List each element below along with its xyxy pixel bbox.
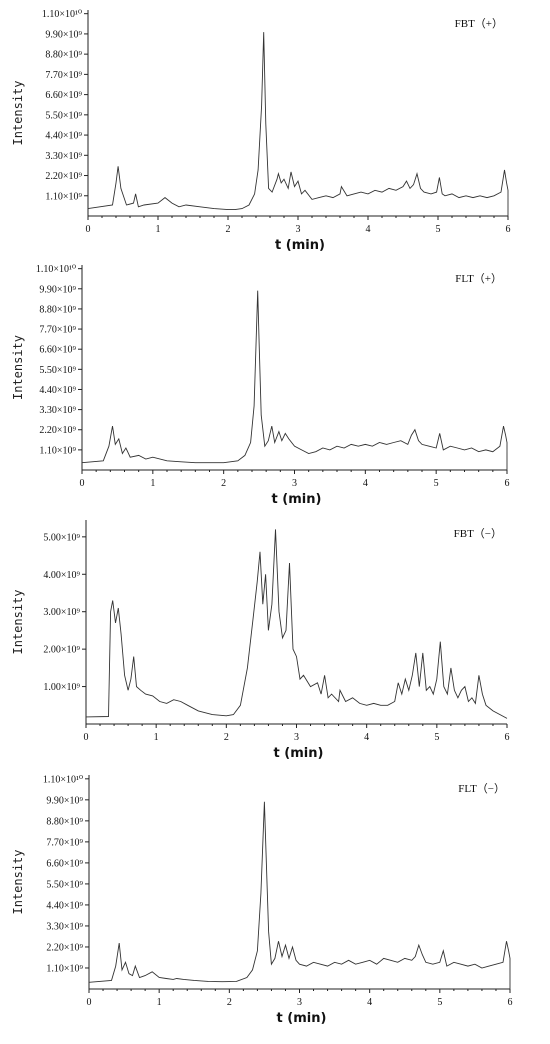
y-tick-label: 1.10×10⁹ <box>46 963 83 974</box>
chromatogram-trace <box>88 801 511 989</box>
chromatogram-panel-2: 0 1 2 3 4 5 6 1.10×10⁹ 2.20×10⁹ 3.30×10⁹ 4.40×10⁹ 5… <box>11 264 510 507</box>
y-tick-label: 9.90×10⁹ <box>45 29 82 40</box>
x-tick-label: 3 <box>294 732 299 743</box>
panel-title: FBT（+） <box>455 17 503 30</box>
panel-title: FLT（−） <box>458 782 505 795</box>
y-axis-label: Intensity <box>11 589 25 654</box>
y-tick-label: 9.90×10⁹ <box>46 795 83 806</box>
y-tick-label: 2.20×10⁹ <box>45 171 82 182</box>
y-tick-label: 7.70×10⁹ <box>39 325 76 336</box>
x-tick-label: 5 <box>436 224 441 235</box>
y-tick-label: 6.60×10⁹ <box>45 90 82 101</box>
x-tick-label: 4 <box>366 224 371 235</box>
y-tick-label: 3.00×10⁹ <box>43 607 80 618</box>
x-axis-label: t (min) <box>274 746 324 761</box>
x-tick-label: 2 <box>226 224 231 235</box>
x-axis-label: t (min) <box>272 492 322 507</box>
y-tick-label: 1.10×10⁹ <box>39 445 76 456</box>
y-tick-label: 1.10×10¹⁰ <box>43 774 83 785</box>
y-tick-label: 7.70×10⁹ <box>45 70 82 81</box>
y-tick-label: 4.40×10⁹ <box>46 900 83 911</box>
x-tick-label: 1 <box>156 224 161 235</box>
x-tick-label: 2 <box>224 732 229 743</box>
y-tick-label: 4.40×10⁹ <box>39 385 76 396</box>
y-tick-label: 7.70×10⁹ <box>46 837 83 848</box>
y-tick-label: 5.00×10⁹ <box>43 532 80 543</box>
y-tick-label: 4.00×10⁹ <box>43 570 80 581</box>
y-tick-label: 5.50×10⁹ <box>46 879 83 890</box>
x-tick-label: 0 <box>86 224 91 235</box>
y-tick-label: 6.60×10⁹ <box>46 858 83 869</box>
chromatogram-panel-1: 0 1 2 3 4 5 6 1.10×10⁹ 2.20×10⁹ 3.30×10⁹ 4.40×10⁹ 5… <box>11 9 511 253</box>
y-tick-label: 6.60×10⁹ <box>39 345 76 356</box>
x-tick-label: 6 <box>505 478 510 489</box>
y-axis-label: Intensity <box>11 335 25 400</box>
x-tick-label: 6 <box>505 732 510 743</box>
y-tick-label: 1.10×10¹⁰ <box>36 264 76 275</box>
chromatogram-trace <box>81 290 508 470</box>
y-tick-label: 1.00×10⁹ <box>43 682 80 693</box>
x-tick-label: 6 <box>508 997 513 1008</box>
x-tick-label: 3 <box>296 224 301 235</box>
x-tick-label: 5 <box>434 478 439 489</box>
x-tick-label: 5 <box>434 732 439 743</box>
x-axis-label: t (min) <box>277 1011 327 1026</box>
chromatogram-trace <box>85 529 508 719</box>
x-tick-label: 3 <box>297 997 302 1008</box>
chromatogram-trace <box>87 32 509 216</box>
x-tick-label: 1 <box>157 997 162 1008</box>
y-tick-label: 3.30×10⁹ <box>39 405 76 416</box>
x-tick-label: 4 <box>363 478 368 489</box>
panel-title: FLT（+） <box>455 272 502 285</box>
x-tick-label: 5 <box>437 997 442 1008</box>
chromatogram-panel-3: 0 1 2 3 4 5 6 1.00×10⁹ 2.00×10⁹ 3.00×10⁹ 4.00×10⁹ 5… <box>11 520 510 761</box>
y-tick-label: 2.20×10⁹ <box>39 425 76 436</box>
y-tick-label: 8.80×10⁹ <box>45 50 82 61</box>
y-tick-label: 4.40×10⁹ <box>45 131 82 142</box>
y-tick-label: 3.30×10⁹ <box>45 151 82 162</box>
y-tick-label: 5.50×10⁹ <box>39 365 76 376</box>
x-tick-label: 4 <box>364 732 369 743</box>
x-tick-label: 2 <box>221 478 226 489</box>
x-tick-label: 6 <box>506 224 511 235</box>
y-tick-label: 8.80×10⁹ <box>39 304 76 315</box>
x-tick-label: 0 <box>80 478 85 489</box>
y-tick-label: 2.20×10⁹ <box>46 942 83 953</box>
y-tick-label: 9.90×10⁹ <box>39 284 76 295</box>
y-tick-label: 1.10×10⁹ <box>45 191 82 202</box>
x-tick-label: 0 <box>84 732 89 743</box>
x-axis-label: t (min) <box>275 238 325 253</box>
y-axis-label: Intensity <box>11 849 25 914</box>
y-axis-label: Intensity <box>11 80 25 145</box>
x-tick-label: 1 <box>154 732 159 743</box>
y-tick-label: 1.10×10¹⁰ <box>42 9 82 20</box>
y-tick-label: 3.30×10⁹ <box>46 921 83 932</box>
panel-title: FBT（−） <box>454 527 502 540</box>
y-tick-label: 2.00×10⁹ <box>43 645 80 656</box>
y-tick-label: 8.80×10⁹ <box>46 816 83 827</box>
x-tick-label: 0 <box>87 997 92 1008</box>
x-tick-label: 3 <box>292 478 297 489</box>
x-tick-label: 2 <box>227 997 232 1008</box>
chromatogram-panel-4: 0 1 2 3 4 5 6 1.10×10⁹ 2.20×10⁹ 3.30×10⁹ 4.40×10⁹ 5… <box>11 774 513 1026</box>
x-tick-label: 1 <box>150 478 155 489</box>
y-tick-label: 5.50×10⁹ <box>45 110 82 121</box>
x-tick-label: 4 <box>367 997 372 1008</box>
